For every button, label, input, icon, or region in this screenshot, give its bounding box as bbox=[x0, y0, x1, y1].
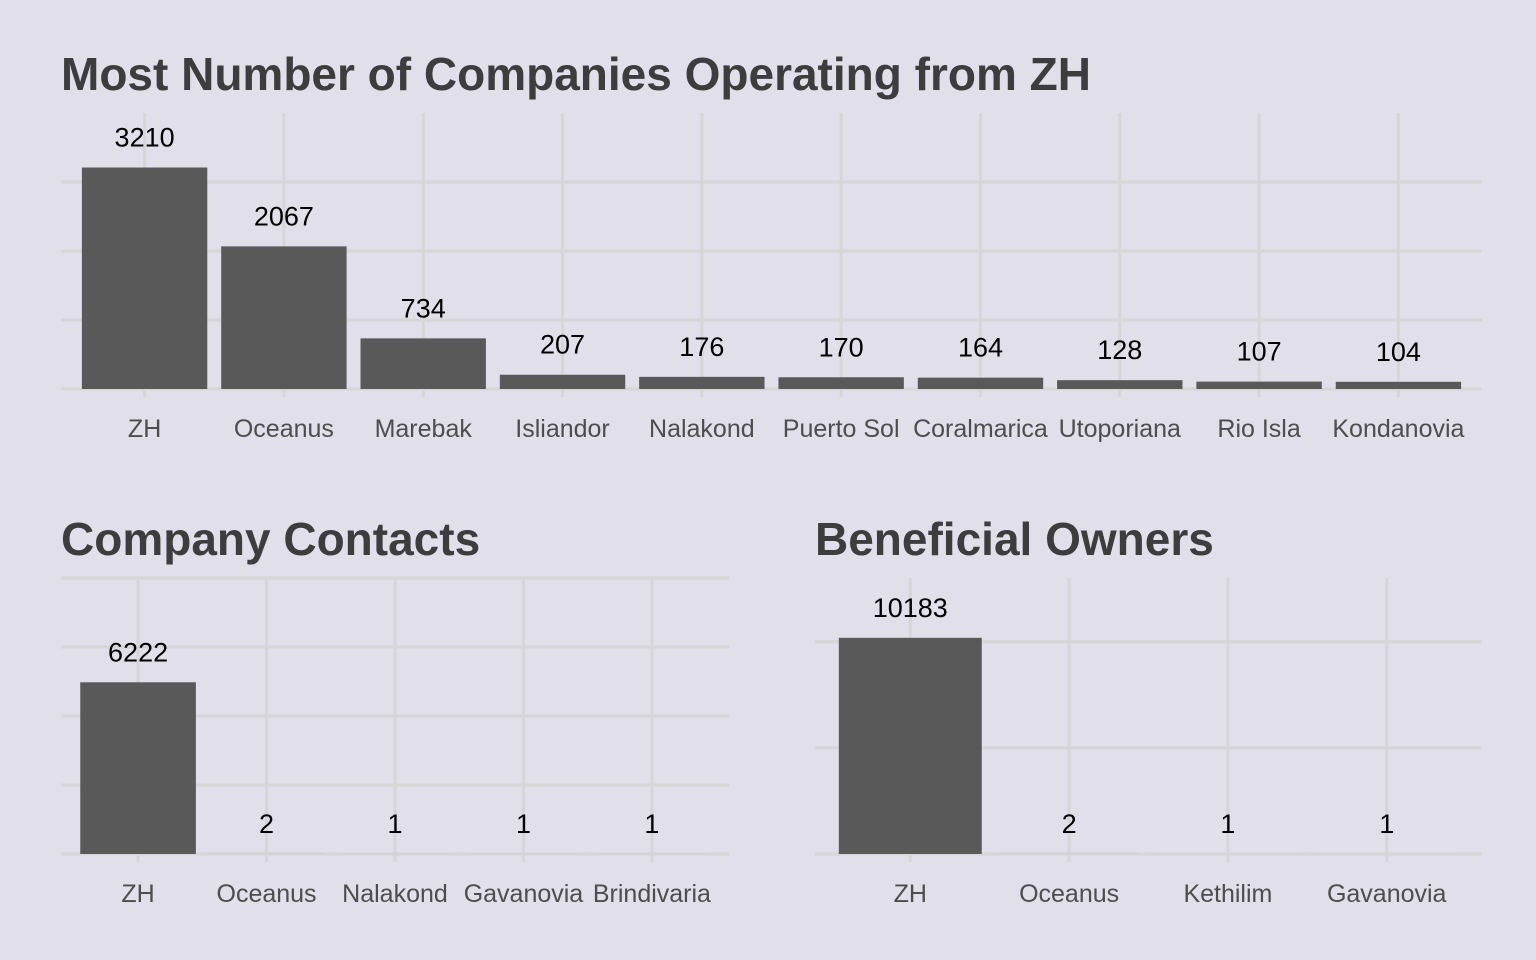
data-label-kondanovia: 104 bbox=[1376, 337, 1421, 367]
x-tick-label-kondanovia: Kondanovia bbox=[1332, 415, 1464, 443]
x-tick-label-coralmarica: Coralmarica bbox=[913, 415, 1048, 443]
x-tick-label-nalakond: Nalakond bbox=[649, 415, 755, 443]
companies-plot-area: 3210 ZH 2067 Oceanus 734 Marebak 207 Isliandor 1… bbox=[61, 113, 1482, 443]
bar-zh bbox=[81, 167, 208, 389]
x-tick-label-oceanus: Oceanus bbox=[1019, 880, 1119, 908]
data-label-zh: 6222 bbox=[108, 637, 168, 667]
x-tick-label-kethilim: Kethilim bbox=[1183, 880, 1272, 908]
data-label-nalakond: 1 bbox=[387, 809, 402, 839]
x-tick-label-zh: ZH bbox=[128, 415, 161, 443]
data-label-brindivaria: 1 bbox=[644, 809, 659, 839]
bar-nalakond bbox=[639, 376, 765, 389]
data-label-isliandor: 207 bbox=[540, 330, 585, 360]
bar-puerto-sol bbox=[778, 377, 904, 389]
data-label-gavanovia: 1 bbox=[516, 809, 531, 839]
data-label-marebak: 734 bbox=[401, 293, 446, 323]
data-label-oceanus: 2067 bbox=[254, 201, 314, 231]
bar-zh bbox=[838, 637, 982, 854]
data-label-zh: 10183 bbox=[873, 593, 948, 623]
data-label-oceanus: 2 bbox=[259, 809, 274, 839]
x-tick-label-utoporiana: Utoporiana bbox=[1059, 415, 1181, 443]
x-tick-label-oceanus: Oceanus bbox=[217, 880, 317, 908]
companies-chart-title: Most Number of Companies Operating from … bbox=[61, 48, 1091, 100]
contacts-chart-panel: Company Contacts 6222 ZH 2 Oceanus 1 Nalakond… bbox=[61, 513, 729, 908]
x-tick-label-zh: ZH bbox=[894, 880, 927, 908]
x-tick-label-zh: ZH bbox=[121, 880, 154, 908]
x-tick-label-isliandor: Isliandor bbox=[515, 415, 610, 443]
data-label-utoporiana: 128 bbox=[1097, 335, 1142, 365]
bar-utoporiana bbox=[1057, 380, 1183, 389]
x-tick-label-brindivaria: Brindivaria bbox=[593, 880, 711, 908]
x-tick-label-puerto-sol: Puerto Sol bbox=[783, 415, 900, 443]
bar-coralmarica bbox=[917, 377, 1044, 389]
owners-plot-area: 10183 ZH 2 Oceanus 1 Kethilim 1 Gavanovia bbox=[815, 578, 1482, 908]
x-tick-label-gavanovia: Gavanovia bbox=[1327, 880, 1447, 908]
data-label-zh: 3210 bbox=[115, 123, 175, 153]
data-label-coralmarica: 164 bbox=[958, 333, 1003, 363]
data-label-kethilim: 1 bbox=[1220, 809, 1235, 839]
bar-marebak bbox=[360, 338, 486, 389]
data-label-gavanovia: 1 bbox=[1379, 809, 1394, 839]
x-tick-label-gavanovia: Gavanovia bbox=[464, 880, 584, 908]
bar-zh bbox=[80, 682, 196, 854]
bar-kondanovia bbox=[1335, 381, 1462, 389]
data-label-nalakond: 176 bbox=[679, 332, 724, 362]
bar-oceanus bbox=[221, 246, 347, 389]
owners-chart-title: Beneficial Owners bbox=[815, 513, 1214, 565]
contacts-plot-area: 6222 ZH 2 Oceanus 1 Nalakond 1 Gavanovia 1 Brindi… bbox=[61, 576, 729, 908]
data-label-oceanus: 2 bbox=[1062, 809, 1077, 839]
owners-chart-panel: Beneficial Owners 10183 ZH 2 Oceanus 1 Kethil… bbox=[815, 513, 1482, 908]
bar-isliandor bbox=[499, 374, 626, 389]
data-label-rio-isla: 107 bbox=[1237, 337, 1282, 367]
data-label-puerto-sol: 170 bbox=[819, 332, 864, 362]
x-tick-label-nalakond: Nalakond bbox=[342, 880, 448, 908]
bar-rio-isla bbox=[1196, 381, 1322, 389]
x-tick-label-oceanus: Oceanus bbox=[234, 415, 334, 443]
contacts-chart-title: Company Contacts bbox=[61, 513, 480, 565]
x-tick-label-rio-isla: Rio Isla bbox=[1217, 415, 1300, 443]
companies-chart-panel: Most Number of Companies Operating from … bbox=[61, 48, 1482, 443]
x-tick-label-marebak: Marebak bbox=[375, 415, 473, 443]
